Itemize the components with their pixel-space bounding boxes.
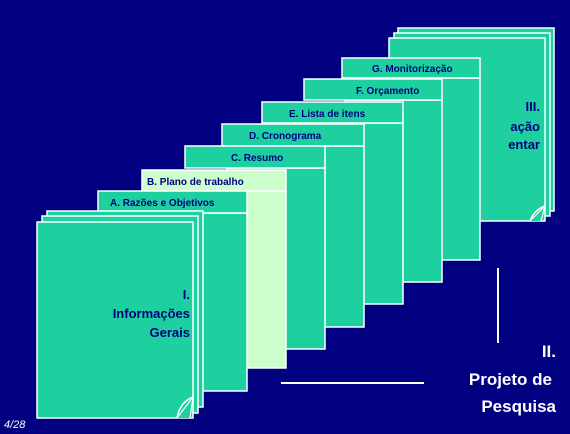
tab-g-label: G. Monitorização bbox=[372, 64, 453, 75]
section-2-line1: Projeto de bbox=[469, 370, 552, 389]
section-3-line2: entar bbox=[508, 137, 540, 152]
tab-c-label: C. Resumo bbox=[231, 153, 283, 164]
section-1-line2: Gerais bbox=[150, 325, 190, 340]
tab-f-label: F. Orçamento bbox=[356, 86, 419, 97]
section-2-roman: II. bbox=[542, 342, 556, 361]
section-2-line2: Pesquisa bbox=[481, 397, 556, 416]
tab-d-label: D. Cronograma bbox=[249, 131, 322, 142]
tab-b-label: B. Plano de trabalho bbox=[147, 177, 244, 188]
section-1-roman: I. bbox=[183, 287, 190, 302]
section-3-roman: III. bbox=[526, 99, 540, 114]
section-1-line1: Informações bbox=[113, 306, 190, 321]
tab-a-label: A. Razões e Objetivos bbox=[110, 198, 215, 209]
page-number: 4/28 bbox=[4, 419, 26, 431]
section-1-stack[interactable]: I. Informações Gerais bbox=[36, 210, 204, 419]
tab-e-label: E. Lista de itens bbox=[289, 109, 366, 120]
section-3-line1: ação bbox=[510, 119, 540, 134]
